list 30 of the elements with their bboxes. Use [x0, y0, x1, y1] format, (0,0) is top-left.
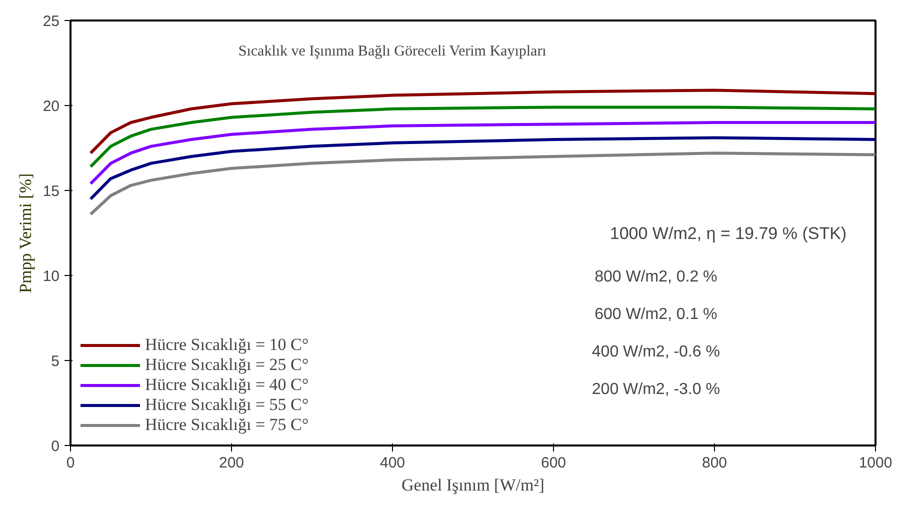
legend-label: Hücre Sıcaklığı = 10 C°	[145, 335, 309, 355]
x-tick-label: 1000	[858, 454, 892, 472]
y-tick-label: 0	[51, 438, 60, 455]
line-series	[89, 136, 876, 200]
x-tick-label: 200	[218, 454, 244, 472]
legend-label: Hücre Sıcaklığı = 75 C°	[145, 415, 309, 435]
x-tick-label: 800	[702, 454, 728, 472]
x-tick-label: 600	[540, 454, 566, 472]
annotation: 800 W/m2, 0.2 %	[594, 268, 718, 286]
annotation: 1000 W/m2, η = 19.79 % (STK)	[610, 224, 847, 244]
x-tick-label: 400	[380, 454, 406, 472]
y-axis-title: Pmpp Verimi [%]	[16, 173, 35, 293]
annotation: 200 W/m2, -3.0 %	[592, 380, 720, 398]
x-tick-label: 0	[66, 454, 75, 472]
y-tick-label: 5	[51, 353, 60, 370]
y-tick-label: 10	[42, 268, 60, 285]
annotation: 400 W/m2, -0.6 %	[592, 344, 720, 360]
y-tick-label: 15	[42, 183, 60, 200]
text: Sıcaklık ve Işınıma Bağlı Göreceli Verim Kayıpları	[238, 44, 546, 60]
legend-label: Hücre Sıcaklığı = 25 C°	[145, 355, 309, 375]
legend-label: Hücre Sıcaklığı = 55 C°	[145, 395, 309, 415]
line-series	[89, 152, 876, 216]
line-series	[89, 106, 876, 168]
annotation: 600 W/m2, 0.1 %	[594, 306, 718, 324]
line-series	[89, 88, 876, 155]
line-series	[89, 121, 876, 186]
y-tick-label: 25	[42, 13, 60, 30]
legend-label: Hücre Sıcaklığı = 40 C°	[145, 375, 309, 395]
y-tick-label: 20	[42, 98, 60, 115]
x-axis-title: Genel Işınım [W/m²]	[402, 476, 544, 494]
